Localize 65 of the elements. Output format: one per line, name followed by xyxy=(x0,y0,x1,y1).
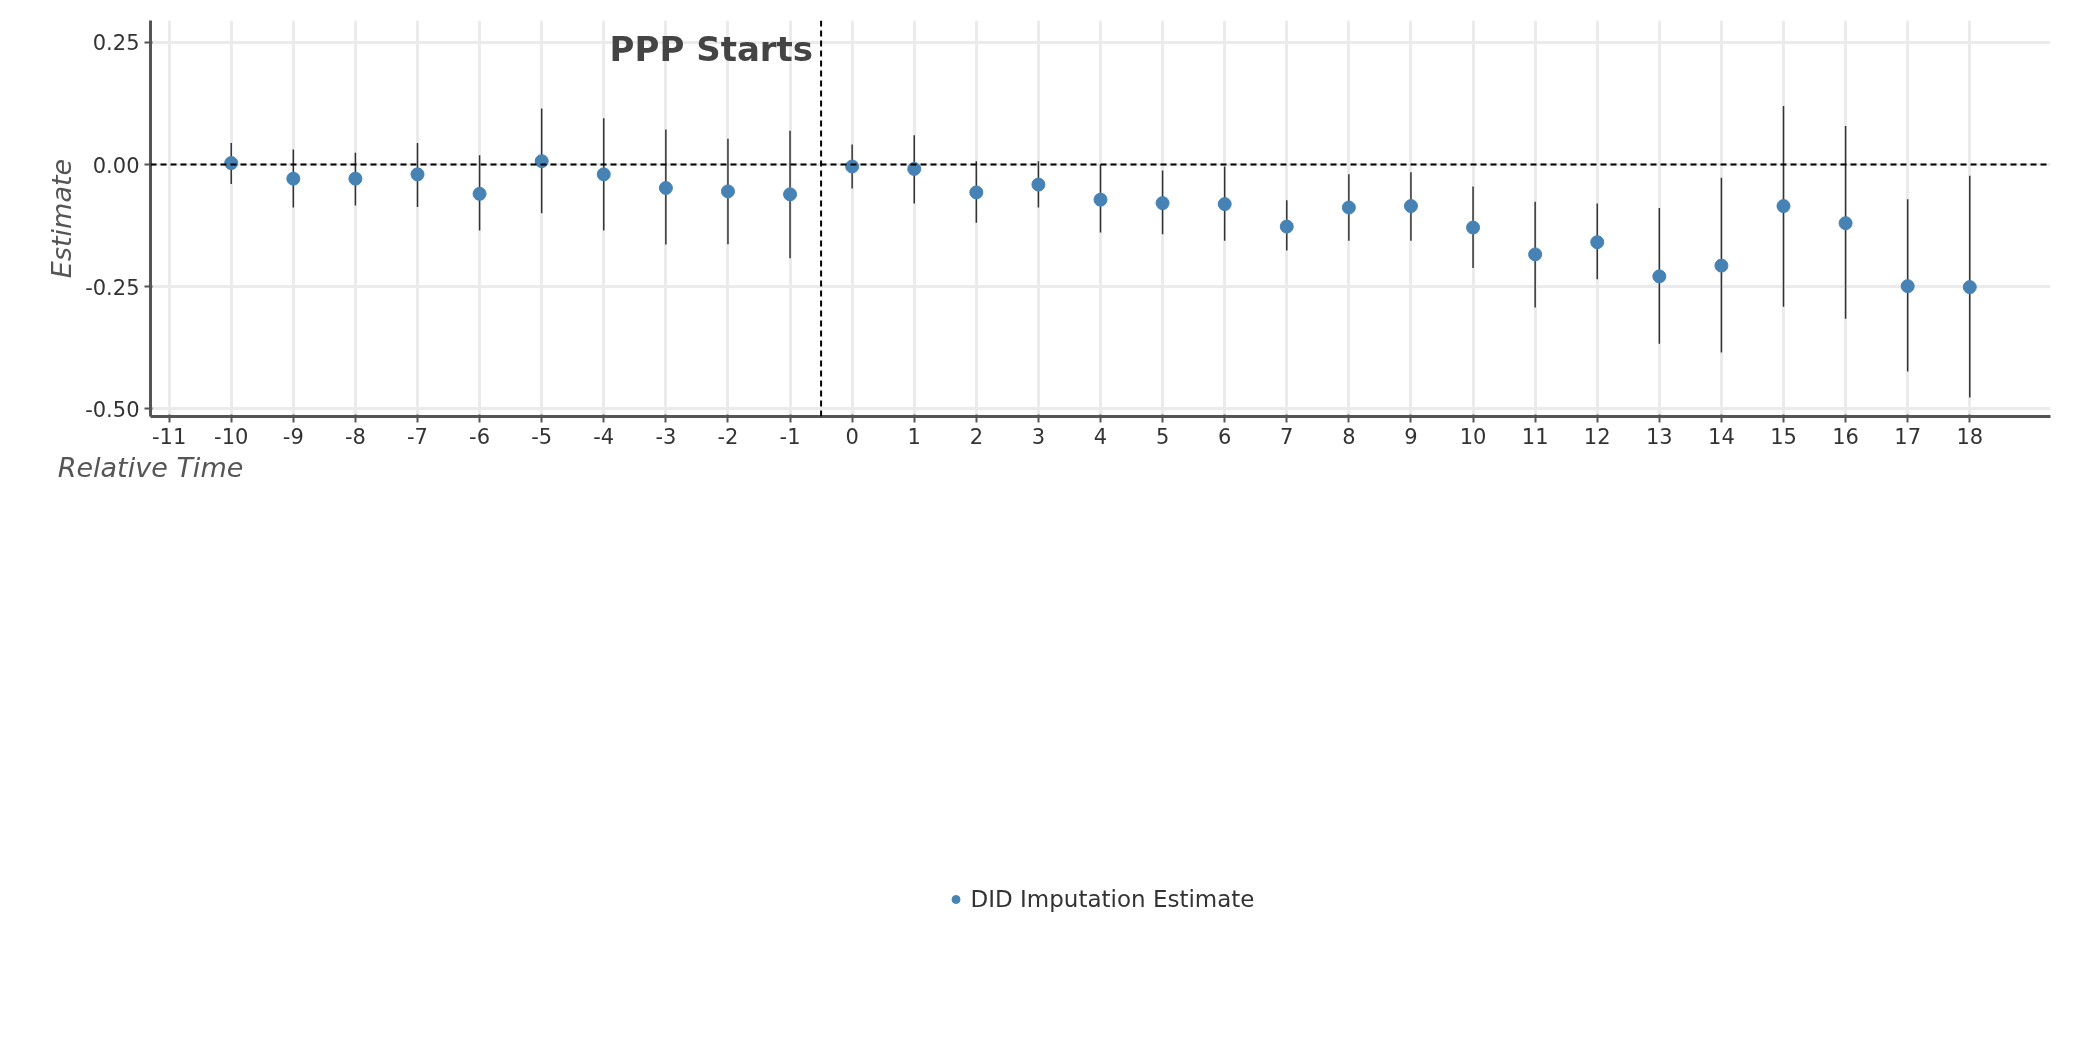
point xyxy=(1776,199,1791,214)
point xyxy=(1838,216,1853,231)
x-tick-label: 16 xyxy=(1832,424,1859,449)
point xyxy=(1031,177,1046,192)
point xyxy=(1528,247,1543,262)
x-tick-label: 0 xyxy=(845,424,859,449)
x-tick-label: 17 xyxy=(1894,424,1922,449)
point xyxy=(348,171,363,186)
x-tick-label: -3 xyxy=(655,424,677,449)
x-tick-label: 11 xyxy=(1521,424,1549,449)
x-tick-label: -5 xyxy=(531,424,553,449)
y-tick-label: -0.50 xyxy=(85,397,140,422)
point xyxy=(1900,279,1915,294)
point xyxy=(1962,280,1977,295)
x-tick-label: 5 xyxy=(1155,424,1170,449)
point xyxy=(783,187,798,202)
x-tick-label: 1 xyxy=(907,424,921,449)
point xyxy=(1093,192,1108,207)
point xyxy=(658,180,673,195)
x-tick-label: -9 xyxy=(282,424,304,449)
y-tick-label: 0.25 xyxy=(92,31,140,56)
x-tick-label: 9 xyxy=(1404,424,1418,449)
point xyxy=(286,171,301,186)
point xyxy=(1466,220,1481,235)
point xyxy=(1590,235,1605,250)
point xyxy=(472,186,487,201)
x-tick-label: 14 xyxy=(1708,424,1735,449)
point xyxy=(1652,269,1667,284)
point xyxy=(1279,219,1294,234)
point xyxy=(969,185,984,200)
point xyxy=(1217,197,1232,212)
x-tick-label: 13 xyxy=(1645,424,1673,449)
x-tick-label: 6 xyxy=(1218,424,1232,449)
x-tick-label: -2 xyxy=(717,424,739,449)
x-tick-label: 4 xyxy=(1093,424,1108,449)
x-tick-label: -7 xyxy=(407,424,428,449)
point xyxy=(1714,258,1729,273)
x-tick-label: 2 xyxy=(969,424,984,449)
x-tick-label: -11 xyxy=(151,424,187,449)
x-tick-label: 8 xyxy=(1342,424,1356,449)
x-tick-label: 18 xyxy=(1956,424,1984,449)
x-tick-label: -6 xyxy=(469,424,491,449)
point xyxy=(410,167,425,182)
point xyxy=(534,154,549,169)
x-tick-label: -10 xyxy=(214,424,249,449)
x-tick-label: -4 xyxy=(593,424,615,449)
x-tick-label: 10 xyxy=(1459,424,1487,449)
x-tick-label: 15 xyxy=(1770,424,1797,449)
y-axis-title: Estimate xyxy=(46,158,78,279)
x-tick-label: -1 xyxy=(779,424,801,449)
point xyxy=(1341,200,1356,215)
x-tick-label: 3 xyxy=(1031,424,1046,449)
x-tick-label: 7 xyxy=(1280,424,1294,449)
x-axis-title: Relative Time xyxy=(57,451,244,483)
y-tick-label: -0.25 xyxy=(85,275,140,300)
point xyxy=(1155,196,1170,211)
point xyxy=(1403,199,1418,214)
point xyxy=(907,161,922,176)
x-tick-label: -8 xyxy=(344,424,366,449)
legend-label: DID Imputation Estimate xyxy=(970,885,1255,912)
x-tick-label: 12 xyxy=(1583,424,1611,449)
point xyxy=(720,184,735,199)
y-tick-label: 0.00 xyxy=(92,153,140,178)
ref-line-label: PPP Starts xyxy=(609,28,814,69)
point xyxy=(596,167,611,182)
